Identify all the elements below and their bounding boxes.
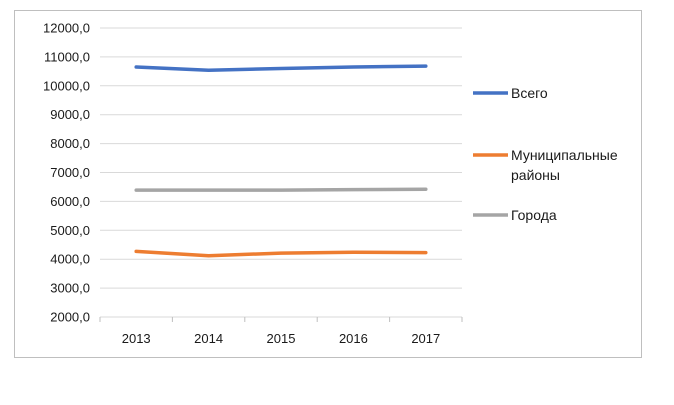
y-tick-label: 6000,0 — [50, 194, 90, 209]
y-tick-label: 2000,0 — [50, 310, 90, 325]
y-tick-label: 7000,0 — [50, 165, 90, 180]
legend-label: Муниципальные — [511, 147, 618, 163]
series-line — [134, 249, 428, 258]
x-tick-label: 2014 — [194, 331, 223, 346]
x-tick-label: 2015 — [267, 331, 296, 346]
y-tick-label: 9000,0 — [50, 107, 90, 122]
y-tick-label: 11000,0 — [44, 49, 90, 64]
x-tick-label: 2016 — [339, 331, 368, 346]
y-tick-label: 3000,0 — [50, 281, 90, 296]
legend-label: Всего — [511, 85, 548, 101]
x-tick-label: 2017 — [411, 331, 440, 346]
y-tick-label: 10000,0 — [43, 78, 90, 93]
legend-label: Города — [511, 207, 557, 223]
series-line — [134, 187, 428, 192]
series-line — [134, 64, 428, 72]
x-tick-label: 2013 — [122, 331, 151, 346]
y-tick-label: 4000,0 — [50, 252, 90, 267]
y-tick-label: 12000,0 — [43, 21, 90, 36]
legend-label: районы — [511, 167, 560, 183]
y-tick-label: 5000,0 — [50, 223, 90, 238]
y-tick-label: 8000,0 — [50, 136, 90, 151]
